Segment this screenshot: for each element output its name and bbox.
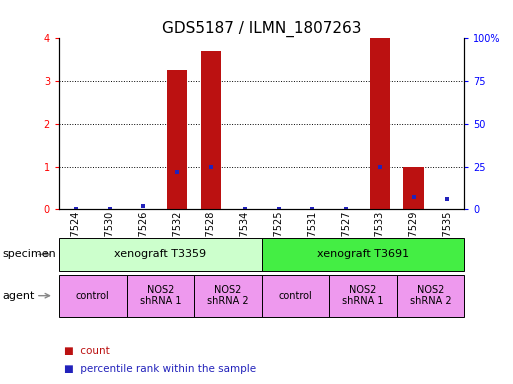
Point [106,206,114,212]
Point [72,206,80,212]
Point [241,206,249,212]
Text: control: control [76,291,110,301]
Text: ■  count: ■ count [64,346,110,356]
Point [140,203,148,209]
Bar [403,167,424,209]
Text: control: control [279,291,312,301]
Title: GDS5187 / ILMN_1807263: GDS5187 / ILMN_1807263 [162,21,361,37]
Text: NOS2
shRNA 2: NOS2 shRNA 2 [410,285,451,306]
Point [342,206,350,212]
Bar [370,38,390,209]
Point [173,169,181,175]
Text: NOS2
shRNA 1: NOS2 shRNA 1 [342,285,384,306]
Text: xenograft T3691: xenograft T3691 [317,249,409,260]
Point [443,196,451,202]
Point [274,206,283,212]
Text: xenograft T3359: xenograft T3359 [114,249,206,260]
Text: NOS2
shRNA 2: NOS2 shRNA 2 [207,285,249,306]
Point [376,164,384,170]
Text: ■  percentile rank within the sample: ■ percentile rank within the sample [64,364,256,374]
Bar [201,51,221,209]
Text: agent: agent [3,291,35,301]
Point [409,194,418,200]
Text: NOS2
shRNA 1: NOS2 shRNA 1 [140,285,181,306]
Text: specimen: specimen [3,249,56,260]
Point [308,206,317,212]
Bar [167,70,187,209]
Point [207,164,215,170]
